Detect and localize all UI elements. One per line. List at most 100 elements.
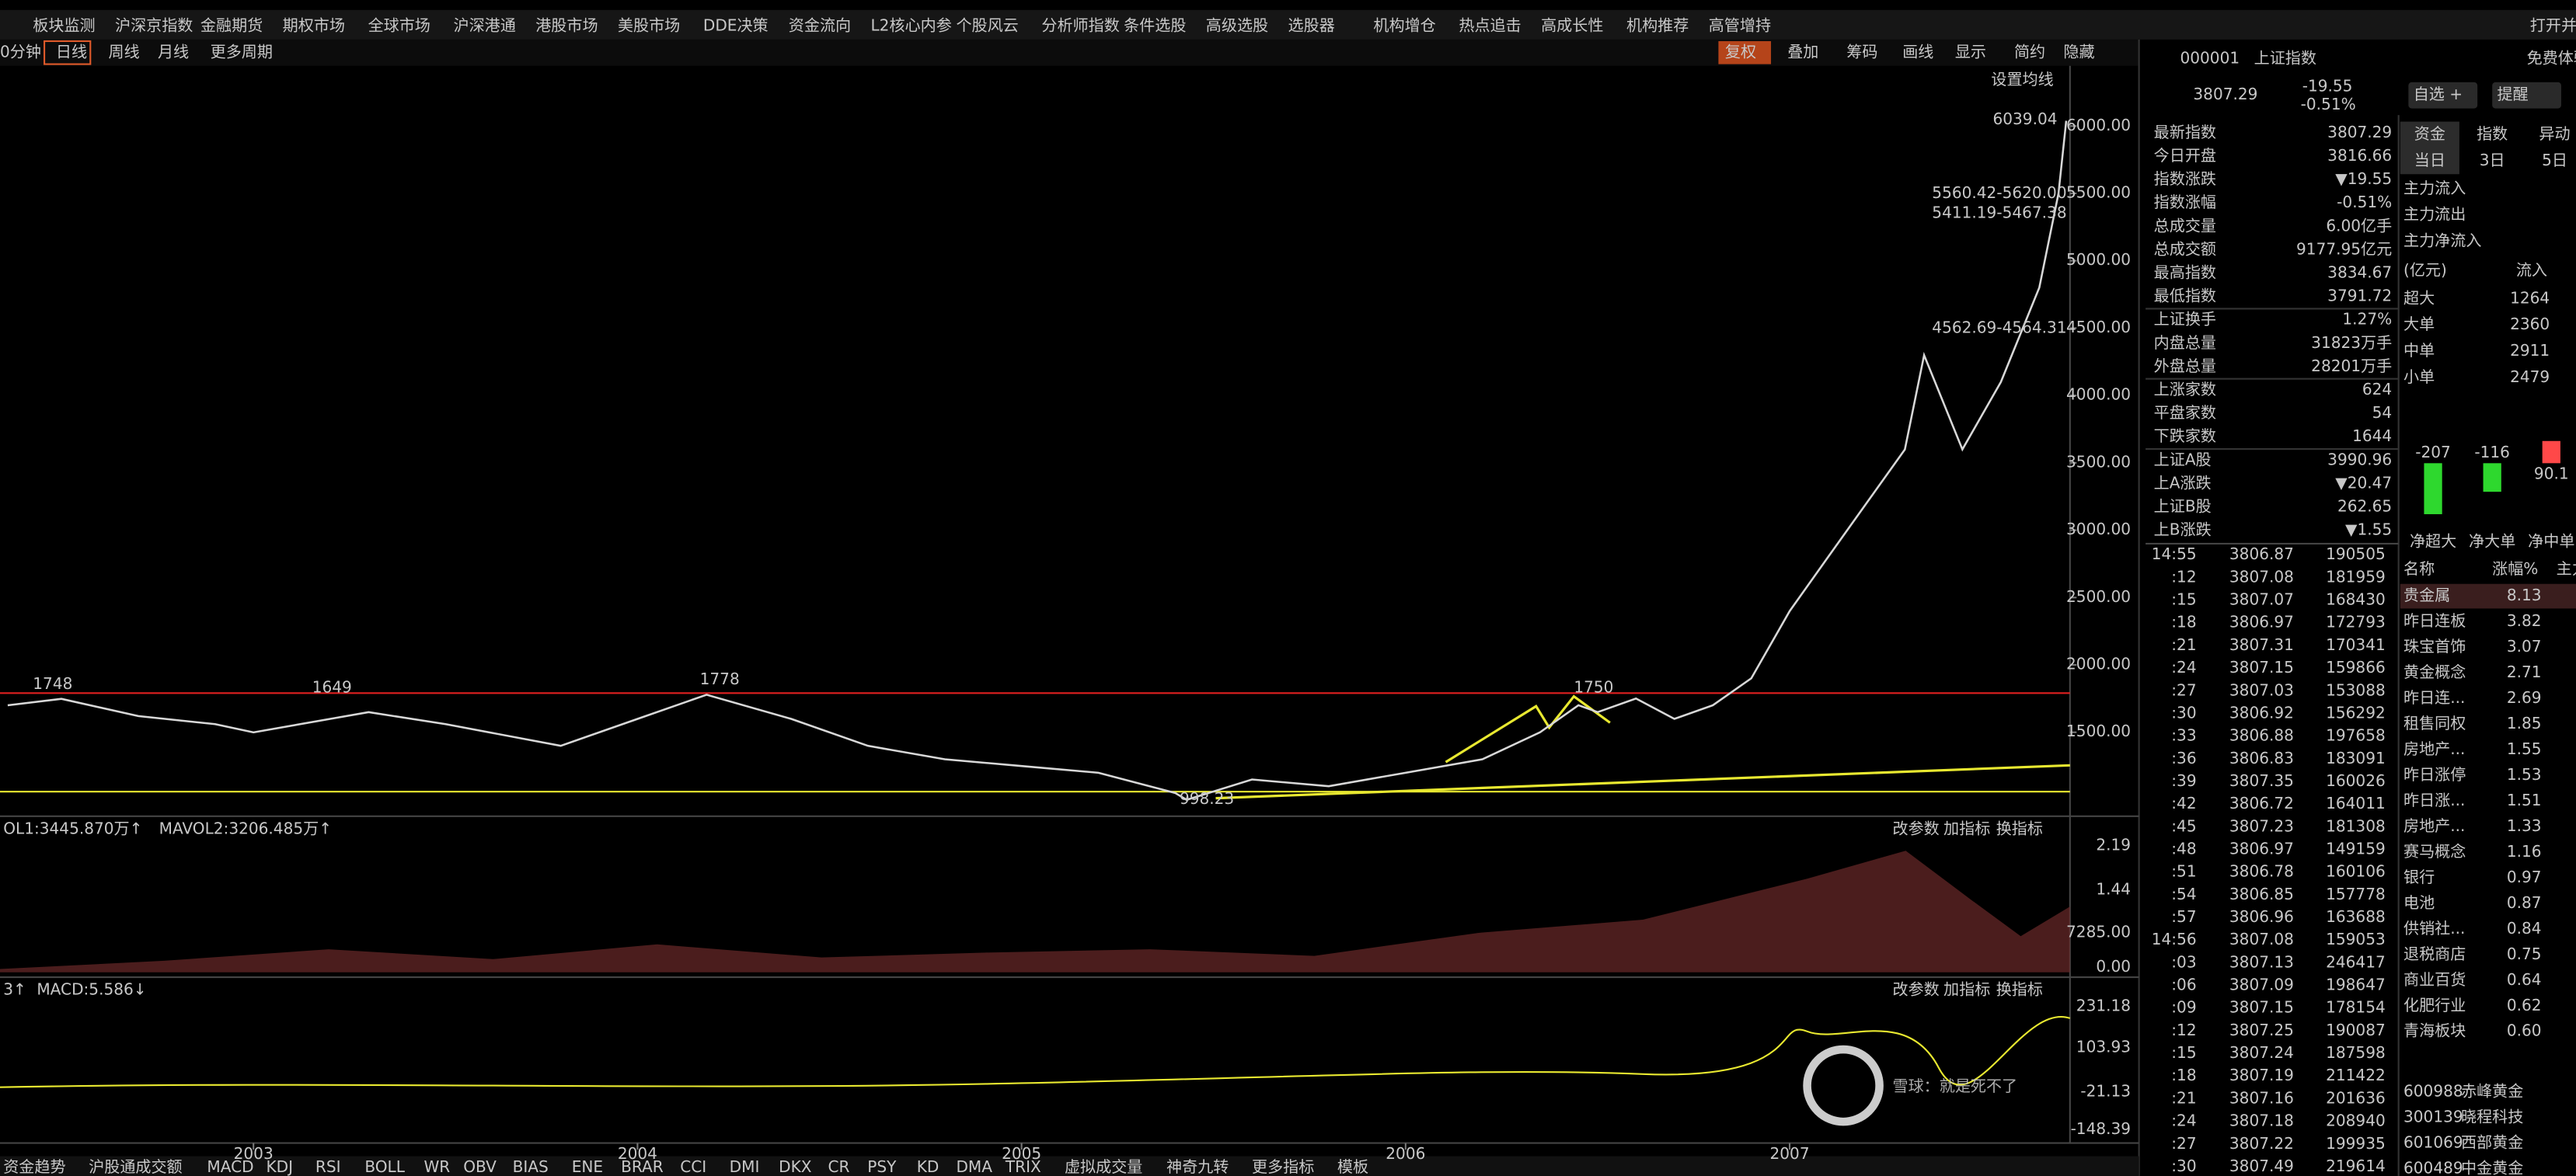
tool-button[interactable]: 显示 [1955, 42, 1986, 61]
indicator-tab[interactable]: ENE [572, 1157, 603, 1176]
menu-item[interactable]: DDE决策 [703, 16, 769, 34]
menu-item[interactable]: 沪深京指数 [115, 16, 193, 34]
indicator-tab[interactable]: 虚拟成交量 [1065, 1157, 1142, 1176]
indicator-tab[interactable]: 更多指标 [1252, 1157, 1314, 1176]
stock-code[interactable]: 601069 [2403, 1133, 2463, 1152]
sector-name[interactable]: 昨日涨... [2403, 791, 2465, 809]
menu-item[interactable]: 期权市场 [283, 16, 345, 34]
indicator-tab[interactable]: DMA [956, 1157, 992, 1176]
indicator-tab[interactable]: RSI [315, 1157, 341, 1176]
quote-button[interactable]: 自选 + [2414, 85, 2463, 103]
menu-item[interactable]: L2核心内参 [871, 16, 952, 34]
indicator-button[interactable]: 换指标 [1996, 979, 2043, 998]
sector-name[interactable]: 贵金属 [2403, 586, 2450, 604]
sector-name[interactable]: 房地产... [2403, 816, 2465, 835]
tool-button[interactable]: 筹码 [1846, 42, 1877, 61]
menu-item[interactable]: 高管增持 [1709, 16, 1771, 34]
flow-tab[interactable]: 指数 [2477, 124, 2508, 143]
indicator-tab[interactable]: CR [828, 1157, 850, 1176]
menu-item[interactable]: 港股市场 [535, 16, 598, 34]
indicator-tab[interactable]: 模板 [1337, 1157, 1368, 1176]
indicator-tab[interactable]: WR [424, 1157, 450, 1176]
menu-item[interactable]: 资金流向 [789, 16, 851, 34]
sector-name[interactable]: 赛马概念 [2403, 842, 2466, 861]
menu-item[interactable]: 热点追击 [1459, 16, 1521, 34]
menu-item[interactable]: 板块监测 [33, 16, 95, 34]
indicator-tab[interactable]: KDJ [266, 1157, 293, 1176]
indicator-button[interactable]: 加指标 [1943, 979, 1990, 998]
sector-name[interactable]: 租售同权 [2403, 714, 2466, 732]
sector-name[interactable]: 化肥行业 [2403, 996, 2466, 1014]
sector-name[interactable]: 珠宝首饰 [2403, 637, 2466, 656]
sector-name[interactable]: 青海板块 [2403, 1021, 2466, 1040]
indicator-tab[interactable]: OBV [463, 1157, 497, 1176]
indicator-tab[interactable]: 沪股通成交额 [89, 1157, 182, 1176]
free-trial[interactable]: 免费体验 [2527, 49, 2576, 68]
stock-code[interactable]: 600988 [2403, 1082, 2463, 1101]
tool-button[interactable]: 叠加 [1787, 42, 1818, 61]
sector-name[interactable]: 昨日连... [2403, 688, 2465, 707]
flow-period[interactable]: 5日 [2542, 151, 2567, 169]
quote-button[interactable]: 提醒 [2498, 85, 2529, 103]
period-tab[interactable]: 日线 [56, 42, 87, 61]
menu-item[interactable]: 打开并 [2530, 16, 2576, 34]
menu-item[interactable]: 机构推荐 [1626, 16, 1689, 34]
indicator-tab[interactable]: PSY [867, 1157, 897, 1176]
indicator-tab[interactable]: DKX [779, 1157, 812, 1176]
menu-item[interactable]: 个股风云 [956, 16, 1018, 34]
indicator-tab[interactable]: CCI [680, 1157, 706, 1176]
menu-item[interactable]: 金融期货 [200, 16, 263, 34]
indicator-tab[interactable]: BOLL [364, 1157, 405, 1176]
sector-name[interactable]: 商业百货 [2403, 970, 2466, 989]
indicator-tab[interactable]: 资金趋势 [3, 1157, 65, 1176]
indicator-tab[interactable]: TRIX [1005, 1157, 1041, 1176]
sector-name[interactable]: 电池 [2403, 893, 2435, 912]
tool-button[interactable]: 简约 [2014, 42, 2045, 61]
indicator-button[interactable]: 改参数 [1893, 979, 1940, 998]
indicator-button[interactable]: 换指标 [1996, 819, 2043, 837]
menu-item[interactable]: 机构增仓 [1373, 16, 1435, 34]
period-tab[interactable]: 更多周期 [211, 42, 273, 61]
sector-name[interactable]: 昨日涨停 [2403, 765, 2466, 784]
tool-button[interactable]: 画线 [1902, 42, 1933, 61]
sector-name[interactable]: 黄金概念 [2403, 663, 2466, 681]
sector-name[interactable]: 房地产... [2403, 739, 2465, 758]
tool-button[interactable]: 隐藏 [2063, 42, 2094, 61]
sector-header: 名称 [2403, 559, 2435, 578]
menu-item[interactable]: 高成长性 [1541, 16, 1603, 34]
menu-item[interactable]: 美股市场 [618, 16, 680, 34]
period-tab[interactable]: 月线 [158, 42, 189, 61]
stock-name[interactable]: 赤峰黄金 [2461, 1082, 2523, 1101]
sector-name[interactable]: 退税商店 [2403, 945, 2466, 963]
stock-name[interactable]: 晓程科技 [2461, 1108, 2523, 1126]
stock-code[interactable]: 600489 [2403, 1158, 2463, 1176]
indicator-button[interactable]: 加指标 [1943, 819, 1990, 837]
stock-name[interactable]: 西部黄金 [2461, 1133, 2523, 1152]
flow-tab[interactable]: 资金 [2414, 124, 2445, 143]
period-tab[interactable]: 0分钟 [0, 42, 41, 61]
sector-name[interactable]: 供销社... [2403, 919, 2465, 938]
stock-name[interactable]: 中金黄金 [2461, 1158, 2523, 1176]
menu-item[interactable]: 分析师指数 [1041, 16, 1119, 34]
flow-period[interactable]: 3日 [2480, 151, 2505, 169]
menu-item[interactable]: 全球市场 [368, 16, 430, 34]
stock-code[interactable]: 300139 [2403, 1108, 2463, 1126]
indicator-tab[interactable]: MACD [207, 1157, 253, 1176]
indicator-tab[interactable]: BRAR [621, 1157, 664, 1176]
indicator-tab[interactable]: KD [917, 1157, 939, 1176]
indicator-button[interactable]: 改参数 [1893, 819, 1940, 837]
sector-name[interactable]: 银行 [2403, 868, 2435, 886]
sector-name[interactable]: 昨日连板 [2403, 611, 2466, 630]
tool-button[interactable]: 复权 [1725, 42, 1756, 61]
menu-item[interactable]: 选股器 [1288, 16, 1335, 34]
flow-tab[interactable]: 异动 [2539, 124, 2570, 143]
indicator-tab[interactable]: 神奇九转 [1166, 1157, 1229, 1176]
indicator-tab[interactable]: BIAS [513, 1157, 549, 1176]
menu-item[interactable]: 条件选股 [1124, 16, 1186, 34]
period-tab[interactable]: 周线 [109, 42, 140, 61]
flow-period[interactable]: 当日 [2414, 151, 2445, 169]
menu-item[interactable]: 高级选股 [1206, 16, 1268, 34]
indicator-tab[interactable]: DMI [730, 1157, 760, 1176]
settings[interactable]: 设置均线 [1991, 70, 2053, 89]
menu-item[interactable]: 沪深港通 [454, 16, 516, 34]
